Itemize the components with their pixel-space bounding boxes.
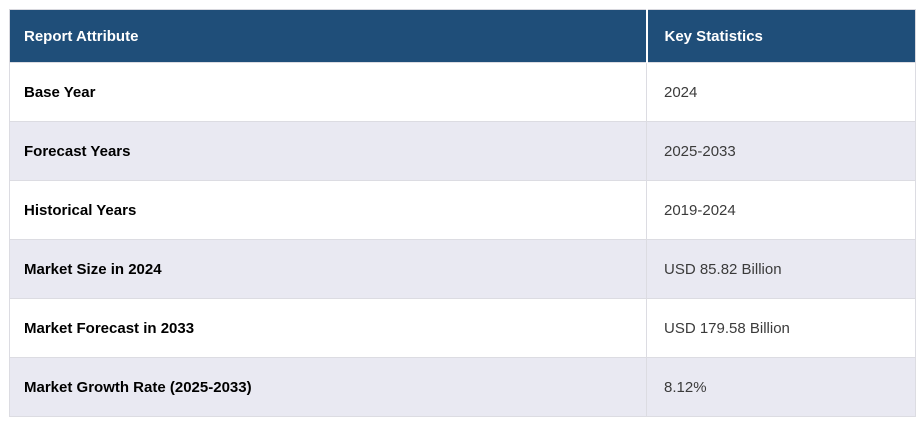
header-cell-key-statistics: Key Statistics [646, 9, 916, 63]
value-cell: 8.12% [646, 357, 916, 417]
attribute-cell: Market Growth Rate (2025-2033) [9, 357, 647, 417]
report-statistics-table: Report Attribute Key Statistics Base Yea… [9, 9, 916, 417]
value-cell: USD 85.82 Billion [646, 239, 916, 299]
table-row-growth-rate: Market Growth Rate (2025-2033) 8.12% [9, 357, 916, 417]
header-cell-report-attribute: Report Attribute [9, 9, 648, 63]
attribute-cell: Market Size in 2024 [9, 239, 647, 299]
table-body: Base Year 2024 Forecast Years 2025-2033 … [9, 62, 916, 417]
value-cell: 2025-2033 [646, 121, 916, 181]
attribute-cell: Base Year [9, 62, 647, 122]
attribute-cell: Historical Years [9, 180, 647, 240]
header-row: Report Attribute Key Statistics [9, 9, 916, 63]
value-cell: USD 179.58 Billion [646, 298, 916, 358]
table-row-base-year: Base Year 2024 [9, 62, 916, 122]
value-cell: 2019-2024 [646, 180, 916, 240]
value-cell: 2024 [646, 62, 916, 122]
table-header: Report Attribute Key Statistics [9, 9, 916, 63]
table-row-market-size: Market Size in 2024 USD 85.82 Billion [9, 239, 916, 299]
table-row-forecast-years: Forecast Years 2025-2033 [9, 121, 916, 181]
table-row-historical-years: Historical Years 2019-2024 [9, 180, 916, 240]
attribute-cell: Forecast Years [9, 121, 647, 181]
attribute-cell: Market Forecast in 2033 [9, 298, 647, 358]
table-row-market-forecast: Market Forecast in 2033 USD 179.58 Billi… [9, 298, 916, 358]
